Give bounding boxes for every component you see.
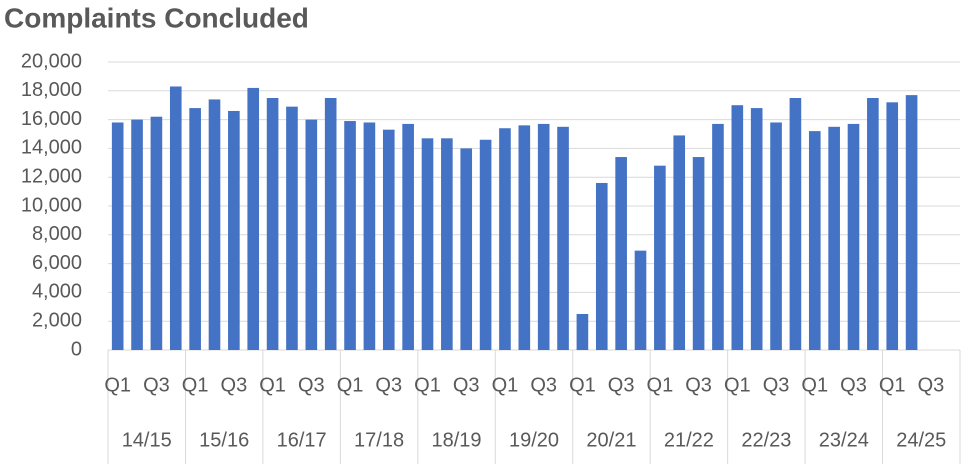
x-tick-label: Q3 [221,374,248,396]
x-tick-label: Q3 [453,374,480,396]
x-tick-label: Q3 [375,374,402,396]
bar [654,165,666,350]
bar [247,87,260,351]
y-tick-label: 20,000 [21,50,82,72]
bar [189,108,201,350]
x-tick-label: Q1 [492,374,519,396]
bar [208,99,221,350]
bar [286,106,298,350]
bar [441,138,453,350]
bar [382,129,395,350]
group-label: 16/17 [277,429,327,451]
y-tick-label: 18,000 [21,79,82,101]
x-tick-label: Q3 [143,374,170,396]
y-tick-label: 4,000 [32,281,82,303]
group-label: 18/19 [432,429,482,451]
bar [344,121,356,350]
bar [324,98,337,350]
bar [576,314,589,350]
bar [421,138,434,350]
x-tick-label: Q3 [918,374,945,396]
bar [557,126,569,350]
bar [111,122,124,350]
chart-title: Complaints Concluded [4,2,309,33]
bar [750,108,763,350]
group-label: 19/20 [509,429,559,451]
bar [712,123,724,350]
y-tick-label: 14,000 [21,137,82,159]
y-tick-label: 12,000 [21,165,82,187]
x-tick-label: Q1 [104,374,131,396]
bar [499,128,511,350]
x-tick-label: Q3 [685,374,712,396]
x-tick-label: Q1 [724,374,751,396]
x-tick-label: Q1 [182,374,209,396]
bar [615,157,627,350]
group-label: 24/25 [896,429,946,451]
bar [363,122,376,350]
x-tick-label: Q3 [840,374,867,396]
bar [828,126,840,350]
bar [131,119,143,350]
x-tick-label: Q1 [647,374,674,396]
bar [905,95,918,351]
y-tick-label: 8,000 [32,223,82,245]
group-label: 22/23 [741,429,791,451]
bar [673,135,686,350]
x-tick-label: Q1 [569,374,596,396]
group-label: 14/15 [122,429,172,451]
bar [808,131,821,350]
bar [518,125,531,350]
bar [770,122,782,350]
y-tick-label: 10,000 [21,194,82,216]
bar [305,119,318,350]
bar [789,98,802,350]
x-tick-label: Q3 [763,374,790,396]
group-label: 20/21 [586,429,636,451]
y-tick-label: 16,000 [21,108,82,130]
group-label: 23/24 [819,429,869,451]
bar [537,123,550,350]
bar [886,102,899,350]
bar [867,98,879,350]
bar [634,250,647,350]
y-tick-label: 0 [71,338,82,360]
bar [479,139,492,350]
bar [402,123,414,350]
y-tick-label: 2,000 [32,309,82,331]
x-tick-label: Q1 [259,374,286,396]
x-tick-label: Q1 [414,374,441,396]
bar [847,123,860,350]
x-tick-label: Q3 [530,374,557,396]
x-tick-label: Q3 [298,374,325,396]
bar [228,110,240,351]
bar [150,116,163,350]
bar [692,157,705,350]
bar [169,86,182,350]
group-label: 17/18 [354,429,404,451]
group-label: 21/22 [664,429,714,451]
bar [595,182,608,350]
bar [731,105,744,350]
y-tick-label: 6,000 [32,252,82,274]
group-label: 15/16 [199,429,249,451]
bar [266,98,279,350]
x-tick-label: Q1 [879,374,906,396]
bar [460,148,473,350]
x-tick-label: Q1 [801,374,828,396]
x-tick-label: Q1 [337,374,364,396]
x-tick-label: Q3 [608,374,635,396]
